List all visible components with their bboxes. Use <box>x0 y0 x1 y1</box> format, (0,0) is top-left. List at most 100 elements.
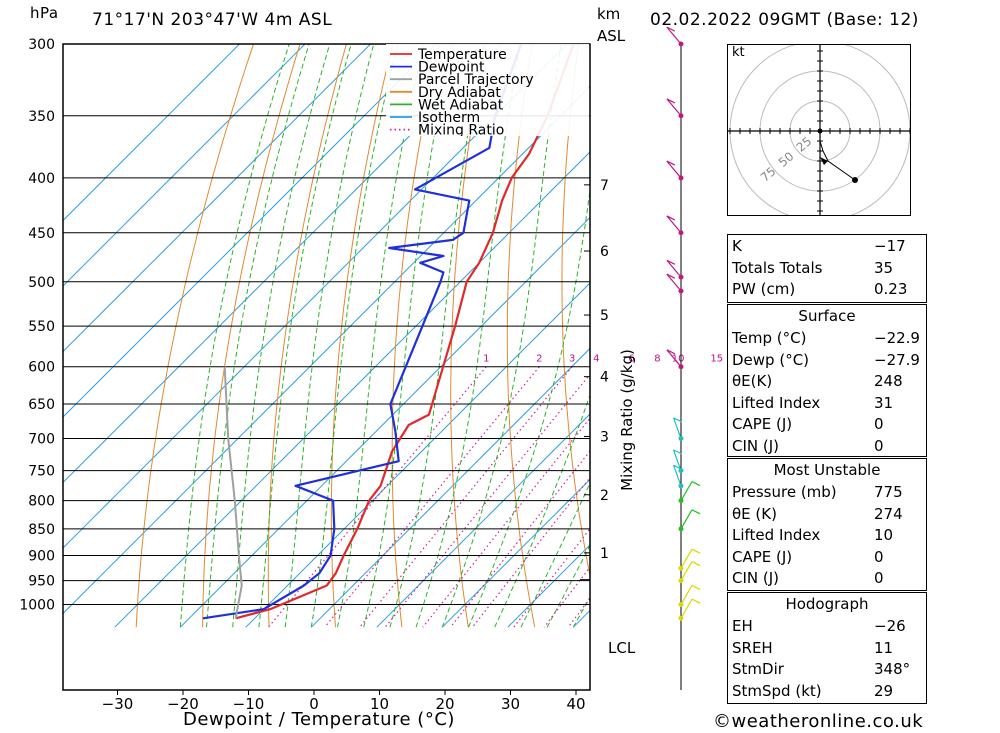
dry-adiabat-line <box>949 28 1000 627</box>
hodograph-panel: 25 50 75 kt <box>727 44 911 216</box>
x-tick-label: 40 <box>566 695 585 713</box>
wind-barb-feather <box>691 561 701 567</box>
row-value: 11 <box>874 638 894 657</box>
wind-barb-feather <box>666 259 676 265</box>
hodograph-ring-label: 25 <box>794 134 815 155</box>
row-value: −17 <box>874 237 906 255</box>
x-tick-label: −10 <box>233 695 265 713</box>
row-value: −27.9 <box>874 350 920 369</box>
hodograph-table: Hodograph EH −26 SREH 11 StmDir 348° StmSpd (kt… <box>727 592 927 704</box>
wet-adiabat-line <box>179 44 290 628</box>
dry-adiabat-line <box>666 28 734 627</box>
wind-barb-feather <box>666 273 676 279</box>
row-value: 29 <box>874 681 894 700</box>
wind-barb <box>672 417 682 439</box>
wind-barb <box>666 160 682 179</box>
wet-adiabat-line <box>232 44 331 628</box>
mixing-ratio-label: 6 <box>628 354 634 365</box>
wet-adiabat-line <box>284 44 375 628</box>
table-row: θE(K) 248 <box>732 372 922 393</box>
wind-barb-feather <box>673 417 682 423</box>
row-key: PW (cm) <box>732 280 796 299</box>
table-row: CAPE (J) 0 <box>732 548 922 569</box>
dry-adiabat-line <box>202 44 301 628</box>
wind-barb <box>680 585 693 605</box>
wind-barb <box>666 349 682 368</box>
row-value: 274 <box>874 504 903 523</box>
table-row: PW (cm) 0.23 <box>732 280 922 301</box>
chart-legend: Temperature Dewpoint Parcel Trajectory Dry … <box>386 44 589 136</box>
pressure-tick-label: 300 <box>28 37 55 53</box>
row-value: 0 <box>874 437 884 455</box>
wet-adiabat-line <box>206 44 310 628</box>
pressure-tick-label: 850 <box>28 522 55 538</box>
wind-barb-feather <box>691 509 701 515</box>
wind-barb-feather <box>666 160 676 166</box>
wet-adiabat-line <box>310 44 399 628</box>
mixing-ratio-label: 2 <box>536 354 542 365</box>
legend-label: Dewpoint <box>418 60 485 76</box>
mixing-ratio-label: 10 <box>672 354 685 365</box>
km-tick-label: 6 <box>600 244 609 260</box>
wet-adiabat-line <box>546 544 590 628</box>
mixing-ratio-label: 4 <box>593 354 599 365</box>
row-key: K <box>732 237 742 255</box>
wind-barb <box>672 449 682 471</box>
hodograph-origin-dot <box>817 128 823 134</box>
table-row: CIN (J) 0 <box>732 569 922 590</box>
wind-barb <box>672 464 682 487</box>
wind-barb <box>680 598 693 619</box>
pressure-tick-label: 750 <box>28 464 55 480</box>
wet-adiabat-line <box>520 481 590 628</box>
legend-label: Wet Adiabat <box>418 97 504 113</box>
row-value: 0 <box>874 547 884 566</box>
lcl-label: LCL <box>608 639 636 657</box>
pressure-tick-label: 600 <box>28 360 55 376</box>
wind-barb-feather <box>666 26 676 32</box>
dry-adiabat-line <box>330 44 394 628</box>
legend-label: Parcel Trajectory <box>418 72 534 88</box>
mixing-ratio-line <box>513 527 590 628</box>
wind-barb <box>666 26 682 45</box>
row-key: Temp (°C) <box>732 329 807 347</box>
pressure-tick-label: 550 <box>28 319 55 335</box>
wind-barb <box>680 548 693 569</box>
table-row: Pressure (mb) 775 <box>732 483 922 504</box>
wet-adiabat-line <box>389 44 485 628</box>
wind-barb-feather <box>691 584 701 590</box>
table-row: Lifted Index 31 <box>732 394 922 415</box>
wet-adiabat-line <box>441 44 562 628</box>
table-row: EH −26 <box>732 617 922 638</box>
row-key: Lifted Index <box>732 526 821 545</box>
isotherm-line <box>63 44 306 287</box>
dewpoint-profile <box>202 44 523 620</box>
dry-adiabat-line <box>267 44 347 628</box>
km-tick-label: 2 <box>600 488 609 504</box>
wind-barb <box>666 215 682 234</box>
x-tick-label: 20 <box>435 695 454 713</box>
table-section-title: Hodograph <box>785 595 869 613</box>
km-tick-label: 4 <box>600 370 609 386</box>
hpa-unit-label: hPa <box>30 4 59 22</box>
table-row: CAPE (J) 0 <box>732 415 922 436</box>
wind-barb <box>680 561 693 581</box>
pressure-tick-label: 900 <box>28 548 55 564</box>
row-key: CIN (J) <box>732 437 780 455</box>
dry-adiabat-line <box>450 44 487 628</box>
table-section-title: Most Unstable <box>773 461 881 479</box>
row-value: 31 <box>874 393 894 412</box>
temperature-profile <box>235 44 575 620</box>
wet-adiabat-line <box>337 44 425 628</box>
row-value: 0 <box>874 569 884 588</box>
row-key: StmDir <box>732 660 784 679</box>
hodograph-unit-label: kt <box>732 45 745 60</box>
dry-adiabat-line <box>135 44 255 628</box>
asl-unit-label: ASL <box>597 27 626 45</box>
row-value: 35 <box>874 258 894 277</box>
dry-adiabat-line <box>506 44 536 628</box>
row-key: θE (K) <box>732 504 777 523</box>
pressure-tick-label: 800 <box>28 494 55 510</box>
pressure-tick-label: 450 <box>28 226 55 242</box>
km-tick-label: 3 <box>600 429 609 445</box>
table-row: Totals Totals 35 <box>732 259 922 280</box>
